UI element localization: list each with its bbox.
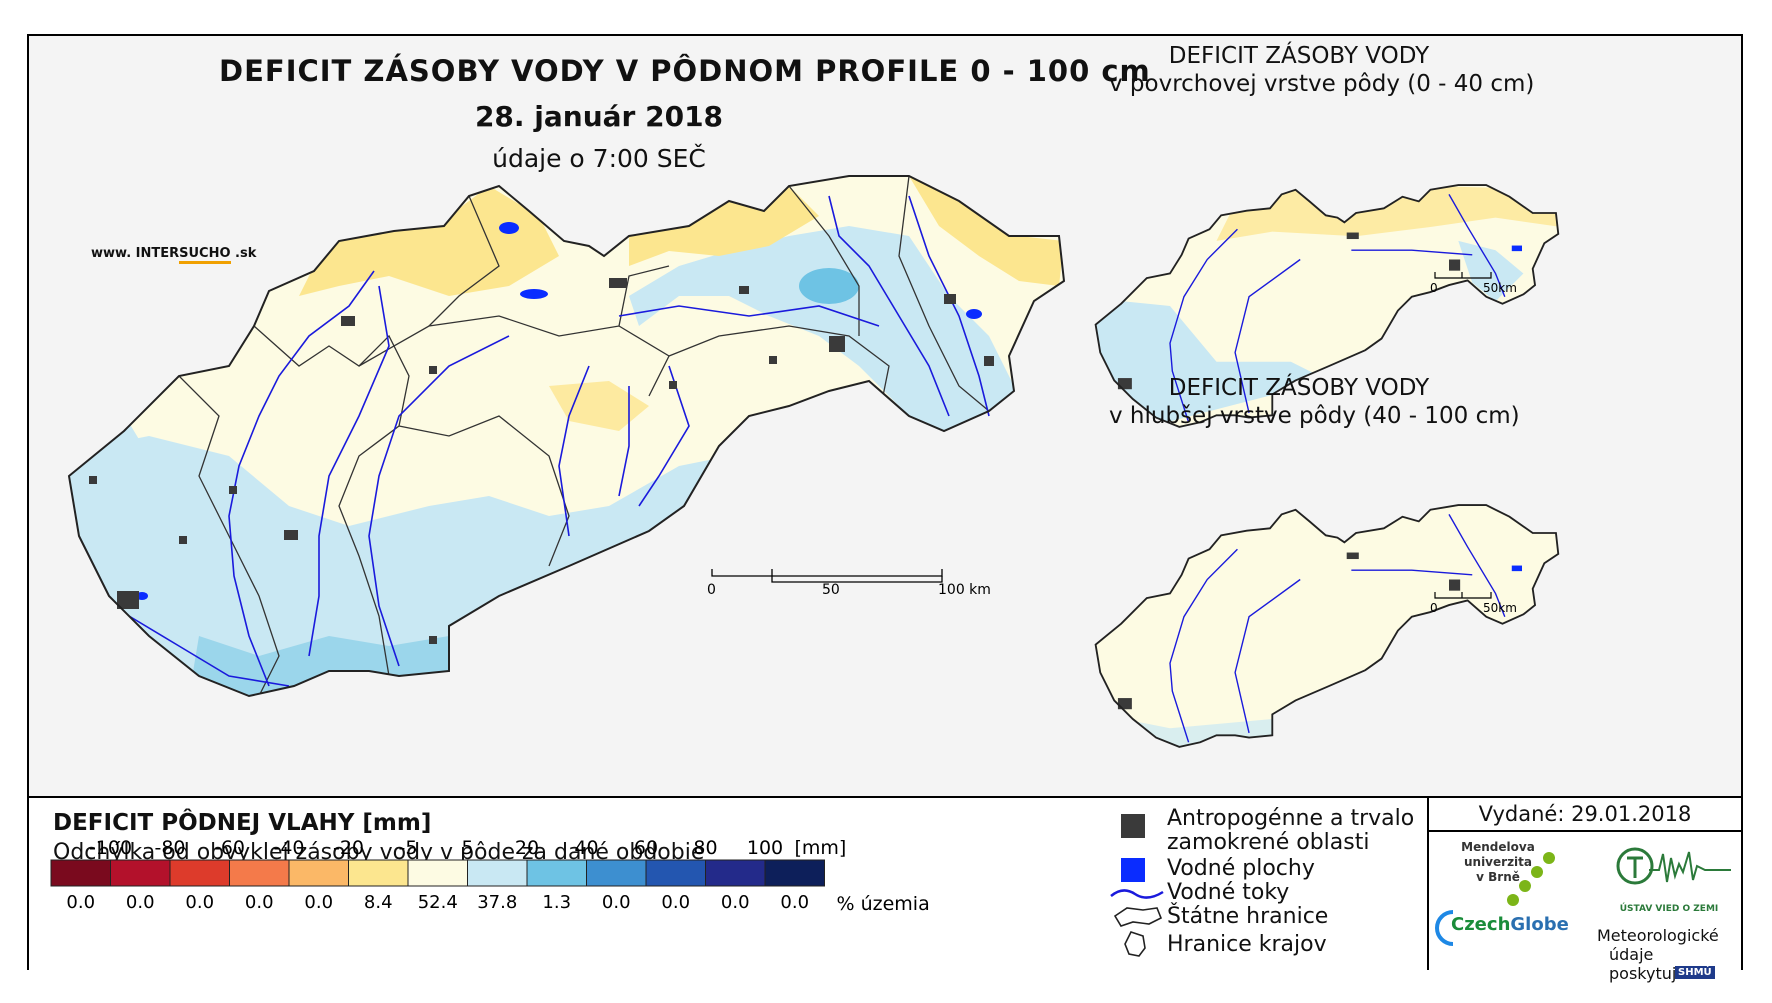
- legend-pct-value: 0.0: [66, 892, 95, 913]
- uvz-label: ÚSTAV VIED O ZEMI: [1619, 904, 1719, 914]
- inset-deep-scale-bar: [1434, 592, 1492, 599]
- inset-deep-title: DEFICIT ZÁSOBY VODY v hlubšej vrstve pôd…: [1109, 375, 1520, 429]
- main-map: [67, 175, 1066, 698]
- legend-swatch: [169, 859, 230, 887]
- region-border-icon: [1124, 931, 1146, 957]
- legend-break-label: -20: [333, 837, 364, 859]
- state-border-icon: [1113, 907, 1163, 927]
- uvz-logo-icon: [1616, 847, 1731, 885]
- legend-swatch: [526, 859, 587, 887]
- legend-break-label: 20: [515, 837, 539, 859]
- legend-pct-label: % územia: [837, 893, 930, 915]
- legend-swatch: [229, 859, 290, 887]
- legend-pct-value: 52.4: [418, 892, 458, 913]
- issued-date: Vydané: 29.01.2018: [1427, 798, 1741, 832]
- mendelu-logo: Mendelova univerzita v Brně: [1461, 840, 1535, 884]
- main-scale-label-100: 100 km: [938, 582, 991, 598]
- legend-break-label: 80: [693, 837, 717, 859]
- legend-pct-value: 1.3: [542, 892, 571, 913]
- legend-break-label: -100: [89, 837, 132, 859]
- main-time: údaje o 7:00 SEČ: [492, 144, 706, 173]
- inset-surface-title: DEFICIT ZÁSOBY VODY v povrchovej vrstve …: [1109, 43, 1535, 97]
- legend-unit: [mm]: [795, 837, 847, 859]
- legend-swatch: [288, 859, 349, 887]
- inset-deep-scale-0: 0: [1430, 601, 1438, 615]
- legend-pct-value: 0.0: [126, 892, 155, 913]
- legend-pct-value: 37.8: [477, 892, 517, 913]
- legend-title: DEFICIT PÔDNEJ VLAHY [mm]: [53, 810, 432, 836]
- legend-swatch: [50, 859, 111, 887]
- legend-pct-value: 0.0: [304, 892, 333, 913]
- main-scale-label-0: 0: [707, 582, 716, 598]
- inset-deep-map: [1094, 504, 1560, 748]
- czechglobe-arc-icon: [1435, 910, 1454, 946]
- legend-break-label: 100: [747, 837, 783, 859]
- map-area: 0 50 100 km 0 50km 0 50km DEFICIT ZÁSOBY…: [29, 36, 1741, 796]
- main-scale-bar: [711, 569, 943, 583]
- inset-surface-scale-0: 0: [1430, 281, 1438, 295]
- inset-deep-scale-50: 50km: [1483, 601, 1517, 615]
- color-scale: 0.0 0.0 0.0 0.0 0.0 8.4 52.4 37.8 1.3 0.0 0.0 0.0 0.…: [50, 837, 930, 915]
- legend-swatch: [407, 859, 468, 887]
- main-date: 28. január 2018: [474, 100, 724, 133]
- legend-break-label: -60: [214, 837, 245, 859]
- urban-areas: [89, 278, 994, 644]
- rivers: [128, 195, 990, 687]
- region-borders: [178, 176, 990, 696]
- legend-break-label: 60: [634, 837, 658, 859]
- meteo-credit: Meteorologické údaje poskytuje:: [1597, 926, 1719, 983]
- gray-square-icon: [1121, 814, 1145, 838]
- state-border: [67, 175, 1066, 698]
- inset-surface-scale-50: 50km: [1483, 281, 1517, 295]
- legend-swatch: [110, 859, 171, 887]
- legend-break-label: -80: [154, 837, 185, 859]
- legend-pct-value: 0.0: [780, 892, 809, 913]
- legend-break-label: -5: [399, 837, 418, 859]
- symbol-legend: Antropogénne a trvalo zamokrené oblasti …: [1109, 798, 1449, 970]
- legend-swatch: [586, 859, 647, 887]
- legend-break-label: 40: [574, 837, 598, 859]
- legend-pct-value: 0.0: [721, 892, 750, 913]
- legend-panel: DEFICIT PÔDNEJ VLAHY [mm] Odchýlka od ob…: [29, 796, 1741, 983]
- main-title: DEFICIT ZÁSOBY VODY V PÔDNOM PROFILE 0 -…: [219, 54, 1151, 88]
- legend-pct-value: 0.0: [185, 892, 214, 913]
- legend-swatch: [705, 859, 766, 887]
- legend-pct-value: 0.0: [602, 892, 631, 913]
- legend-swatch: [645, 859, 706, 887]
- inset-surface-scale-bar: [1434, 272, 1492, 279]
- legend-pct-value: 0.0: [245, 892, 274, 913]
- main-scale-label-50: 50: [822, 582, 840, 598]
- legend-pct-value: 8.4: [364, 892, 393, 913]
- blue-square-icon: [1121, 858, 1145, 882]
- map-frame: 0 50 100 km 0 50km 0 50km DEFICIT ZÁSOBY…: [27, 34, 1743, 983]
- mendelu-dots-icon: [1507, 852, 1555, 906]
- legend-pct-value: 0.0: [661, 892, 690, 913]
- shmu-logo: SHMÚ: [1675, 966, 1715, 979]
- czechglobe-logo: CzechGlobe: [1451, 914, 1569, 935]
- legend-swatch: [348, 859, 409, 887]
- legend-break-label: 5: [461, 837, 473, 859]
- legend-swatch: [764, 859, 825, 887]
- logos-panel: Mendelova univerzita v Brně CzechGlobe Ú…: [1427, 832, 1741, 983]
- intersucho-logo: www. INTERSUCHO .sk: [91, 246, 256, 264]
- legend-break-label: -40: [273, 837, 304, 859]
- map-canvas: 0 50 100 km 0 50km 0 50km: [67, 175, 1560, 748]
- legend-swatch: [467, 859, 528, 887]
- river-line-icon: [1110, 889, 1164, 899]
